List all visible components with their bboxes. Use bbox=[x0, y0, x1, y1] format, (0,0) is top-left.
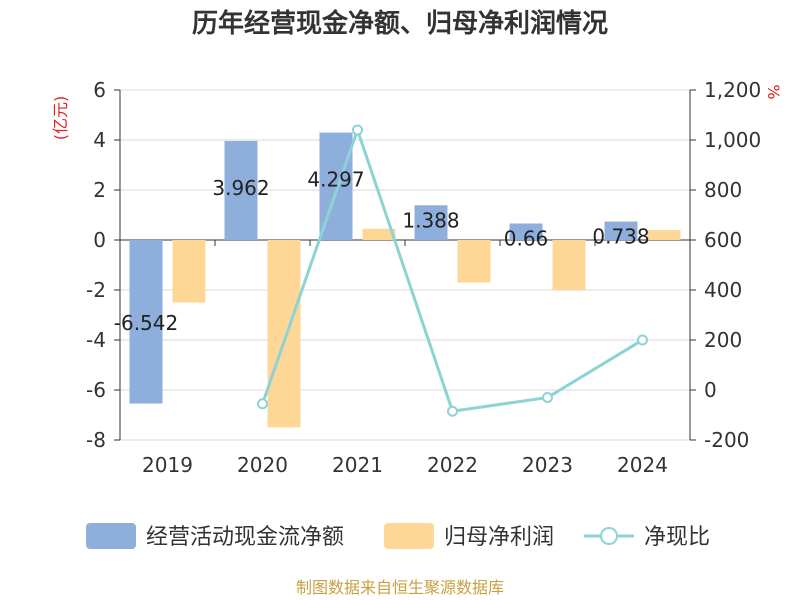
cash-flow-bar bbox=[224, 140, 258, 240]
x-axis-tick-label: 2021 bbox=[332, 453, 383, 477]
cash-flow-value-label: 1.388 bbox=[402, 208, 459, 232]
right-axis-tick-label: 0 bbox=[704, 378, 717, 402]
legend-label-net-profit: 归母净利润 bbox=[444, 525, 554, 550]
legend-swatch-ratio-point bbox=[600, 527, 618, 545]
left-axis-tick-label: 0 bbox=[93, 228, 106, 252]
cash-flow-bar bbox=[129, 240, 163, 404]
left-axis-tick-label: 6 bbox=[93, 78, 106, 102]
legend-swatch-net-profit bbox=[384, 523, 434, 549]
left-axis-tick-label: -2 bbox=[86, 278, 106, 302]
net-profit-bar bbox=[172, 240, 206, 303]
right-axis-tick-label: 1,200 bbox=[704, 78, 761, 102]
right-axis-tick-label: -200 bbox=[704, 428, 749, 452]
cash-flow-value-label: 3.962 bbox=[212, 176, 269, 200]
x-axis-tick-label: 2022 bbox=[427, 453, 478, 477]
net-profit-bar bbox=[362, 228, 396, 240]
right-axis-tick-label: 400 bbox=[704, 278, 742, 302]
cash-flow-value-label: 0.66 bbox=[504, 227, 549, 251]
net-profit-bar bbox=[267, 240, 301, 428]
bars bbox=[129, 132, 681, 428]
right-axis-tick-label: 800 bbox=[704, 178, 742, 202]
right-axis-tick-label: 1,000 bbox=[704, 128, 761, 152]
cash-flow-value-label: 0.738 bbox=[592, 225, 649, 249]
net-profit-bar bbox=[457, 240, 491, 283]
left-axis-tick-label: -4 bbox=[86, 328, 106, 352]
cash-flow-bar bbox=[509, 223, 543, 240]
legend-label-cash-flow: 经营活动现金流净额 bbox=[146, 525, 344, 550]
legend-swatch-cash-flow bbox=[86, 523, 136, 549]
chart-title: 历年经营现金净额、归母净利润情况 bbox=[192, 8, 608, 39]
x-axis-tick-label: 2023 bbox=[522, 453, 573, 477]
right-axis-tick-label: 600 bbox=[704, 228, 742, 252]
left-axis-tick-label: -6 bbox=[86, 378, 106, 402]
x-axis-tick-label: 2019 bbox=[142, 453, 193, 477]
cash-flow-bar bbox=[604, 221, 638, 240]
x-axis-tick-label: 2024 bbox=[617, 453, 668, 477]
legend-label-ratio: 净现比 bbox=[644, 525, 710, 550]
ratio-point bbox=[637, 334, 648, 346]
left-axis-unit: (亿元) bbox=[51, 96, 70, 141]
gridlines bbox=[120, 89, 690, 441]
cash-flow-bar bbox=[414, 205, 448, 240]
cash-flow-value-label: 4.297 bbox=[307, 168, 364, 192]
data-source-note: 制图数据来自恒生聚源数据库 bbox=[296, 578, 504, 597]
legend: 经营活动现金流净额 归母净利润 净现比 bbox=[86, 523, 710, 550]
cash-flow-value-label: -6.542 bbox=[114, 311, 178, 335]
ratio-point bbox=[447, 405, 458, 417]
data-labels: -6.542 3.962 4.297 1.388 0.66 0.738 bbox=[114, 168, 650, 335]
left-axis-tick-label: 4 bbox=[93, 128, 106, 152]
right-axis-unit: % bbox=[764, 84, 783, 99]
left-axis-tick-label: -8 bbox=[86, 428, 106, 452]
ratio-line-layer bbox=[257, 124, 648, 417]
ratio-point bbox=[352, 124, 363, 136]
ratio-point bbox=[257, 398, 268, 410]
right-axis-tick-label: 200 bbox=[704, 328, 742, 352]
net-profit-bar bbox=[647, 230, 681, 240]
net-profit-bar bbox=[552, 240, 586, 290]
axes: 6 4 2 0 -2 -4 -6 -8 1,200 1,000 800 600 400 200 0 -200 2… bbox=[86, 78, 761, 477]
ratio-point bbox=[542, 392, 553, 403]
x-axis-tick-label: 2020 bbox=[237, 453, 288, 477]
left-axis-tick-label: 2 bbox=[93, 178, 106, 202]
